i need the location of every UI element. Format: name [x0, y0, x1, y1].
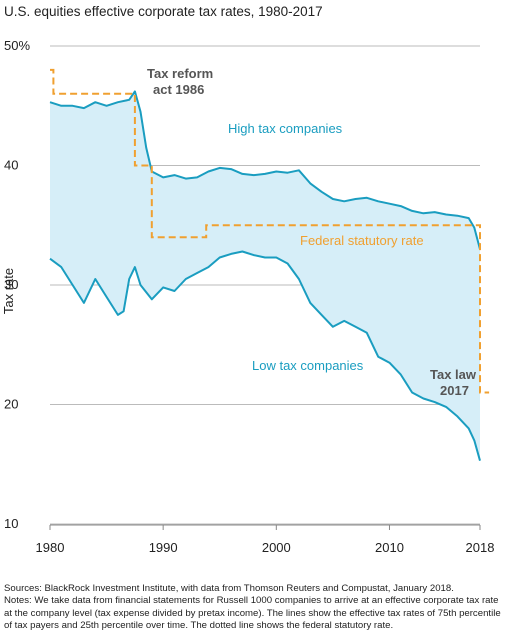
band-layer — [50, 91, 480, 461]
tax-rate-band — [50, 91, 480, 461]
line-layer — [49, 68, 490, 461]
y-tick-label: 40 — [4, 158, 18, 173]
annotation-tax-law-line-2: 2017 — [440, 383, 469, 398]
y-tick-label: 10 — [4, 516, 18, 531]
annotation-tax-reform-line-2: act 1986 — [153, 82, 204, 97]
source-notes: Sources: BlackRock Investment Institute,… — [4, 583, 504, 633]
annotation-low-tax: Low tax companies — [252, 358, 364, 373]
annotation-statutory: Federal statutory rate — [300, 233, 424, 248]
series-line-statutory — [50, 68, 490, 394]
x-tick-label: 1990 — [149, 540, 178, 555]
y-tick-label: 30 — [4, 277, 18, 292]
sources-line: Sources: BlackRock Investment Institute,… — [4, 583, 454, 594]
annotation-tax-law-line-1: Tax law — [430, 367, 477, 382]
annotation-high-tax: High tax companies — [228, 121, 343, 136]
notes-line-1: Notes: We take data from financial state… — [4, 595, 499, 607]
series-line-low-tax — [49, 250, 481, 461]
y-axis-label: Tax rate — [1, 268, 16, 314]
x-tick-label: 2000 — [262, 540, 291, 555]
y-tick-label: 20 — [4, 397, 18, 412]
series-line-high-tax — [49, 90, 481, 250]
notes-line-2: at the company level (tax expense divide… — [4, 607, 501, 619]
x-tick-label: 1980 — [36, 540, 65, 555]
annotation-tax-reform-line-1: Tax reform — [147, 66, 213, 81]
x-tick-label: 2010 — [375, 540, 404, 555]
y-tick-label: 50% — [4, 38, 30, 53]
notes-line-3: of tax payers and 25th percentile over t… — [4, 620, 394, 632]
chart-title: U.S. equities effective corporate tax ra… — [4, 4, 323, 19]
x-tick-label: 2018 — [466, 540, 495, 555]
